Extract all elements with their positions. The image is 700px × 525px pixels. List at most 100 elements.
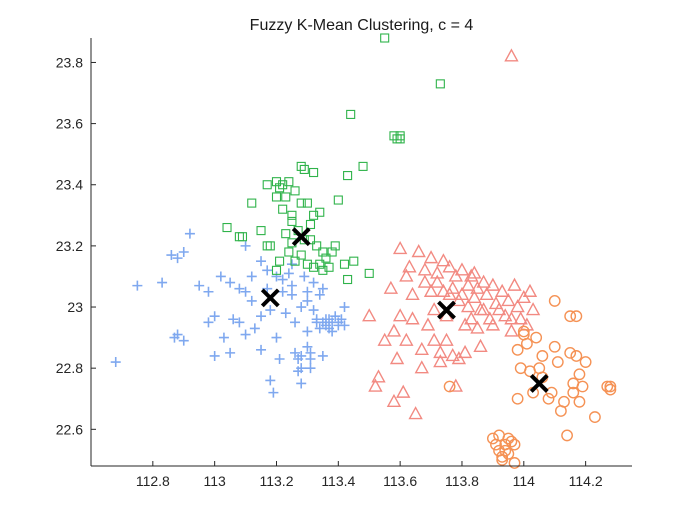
data-point (218, 332, 229, 343)
data-point (383, 280, 399, 294)
data-point (336, 314, 347, 325)
data-point (576, 380, 589, 393)
data-point (368, 378, 383, 392)
data-point (389, 131, 399, 141)
data-point (513, 311, 528, 325)
data-point (460, 277, 476, 291)
data-point (178, 247, 189, 257)
data-point (445, 280, 460, 294)
data-point (287, 210, 297, 220)
data-point (265, 241, 275, 251)
data-point (315, 207, 325, 217)
data-point (467, 265, 482, 279)
data-point (256, 256, 267, 267)
data-point (321, 253, 331, 263)
data-point (494, 283, 510, 297)
data-point (296, 350, 307, 361)
centroid-marker (529, 374, 549, 393)
data-point (203, 317, 214, 328)
data-point (358, 161, 368, 171)
data-point (302, 326, 313, 337)
data-point (558, 395, 570, 408)
data-point (234, 317, 245, 328)
data-point (508, 438, 521, 451)
data-point (430, 274, 445, 288)
data-point (318, 247, 328, 257)
data-point (234, 283, 245, 294)
data-point (395, 134, 405, 144)
data-point (296, 378, 307, 389)
data-points (110, 33, 617, 469)
data-point (507, 277, 522, 291)
data-point (274, 354, 285, 364)
data-point (542, 392, 555, 405)
data-point (317, 283, 328, 294)
data-point (551, 356, 564, 368)
data-point (436, 283, 451, 297)
data-point (443, 380, 456, 393)
centroid-marker (260, 288, 280, 308)
x-axis-ticks: 112.8 113 113.2 113.4 113.6 113.8 114 114.2 (136, 461, 603, 489)
data-point (330, 241, 340, 251)
x-tick-label: 114.2 (569, 473, 603, 489)
data-point (364, 268, 374, 278)
data-point (312, 241, 322, 251)
data-point (408, 406, 423, 420)
data-point (234, 232, 244, 242)
y-axis-ticks: 22.6 22.8 23 23.2 23.4 23.6 23.8 (56, 54, 96, 437)
x-tick-label: 113.6 (383, 473, 417, 489)
data-point (339, 320, 350, 331)
data-point (315, 259, 325, 269)
data-point (417, 274, 433, 288)
data-point (172, 329, 183, 340)
data-point (564, 310, 577, 323)
data-point (284, 247, 294, 257)
data-point (502, 432, 515, 445)
data-point (448, 378, 463, 392)
cluster-centroids (260, 227, 549, 393)
data-point (286, 280, 297, 291)
data-point (225, 347, 236, 358)
data-point (286, 259, 297, 270)
data-point (290, 186, 300, 196)
data-point (414, 360, 429, 374)
data-point (277, 274, 288, 285)
data-point (504, 323, 519, 337)
data-point (439, 332, 454, 346)
data-point (296, 198, 306, 208)
data-point (467, 289, 482, 304)
data-point (522, 283, 538, 297)
data-point (564, 346, 577, 359)
data-point (426, 332, 442, 346)
data-point (302, 286, 313, 297)
data-point (262, 180, 272, 190)
data-point (349, 256, 359, 266)
data-point (491, 302, 507, 316)
series-triangle (362, 48, 541, 420)
data-point (246, 271, 257, 282)
data-point (184, 228, 195, 239)
x-tick-label: 112.8 (136, 473, 170, 489)
data-point (256, 226, 266, 236)
data-point (275, 256, 285, 266)
y-tick-label: 22.8 (56, 360, 83, 376)
data-point (454, 262, 470, 276)
data-point (386, 323, 402, 337)
data-point (392, 134, 402, 144)
data-point (604, 383, 617, 396)
data-point (268, 387, 279, 398)
data-point (178, 335, 189, 346)
data-point (240, 286, 251, 297)
data-point (589, 411, 601, 423)
data-point (132, 280, 143, 291)
data-point (464, 311, 479, 325)
y-tick-label: 23.4 (56, 177, 83, 193)
chart-title: Fuzzy K-Mean Clustering, c = 4 (250, 17, 474, 34)
data-point (209, 350, 220, 361)
data-point (290, 317, 301, 328)
data-point (604, 380, 617, 393)
data-point (318, 265, 328, 275)
data-point (247, 198, 257, 208)
data-point (308, 305, 319, 316)
data-point (324, 262, 334, 272)
